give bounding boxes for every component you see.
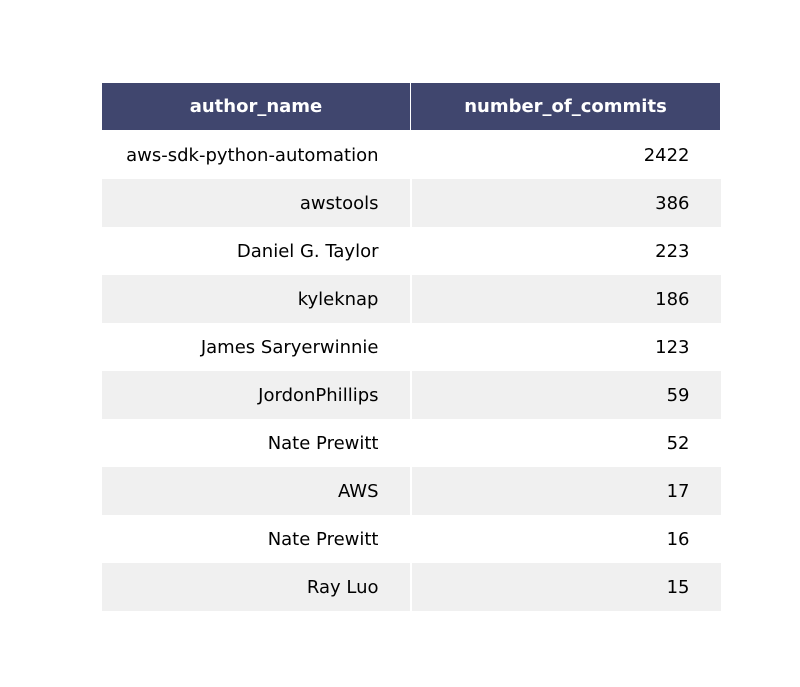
- author-name-cell: aws-sdk-python-automation: [101, 130, 411, 179]
- table-body: aws-sdk-python-automation 2422 awstools 386…: [101, 130, 721, 611]
- table-row: JordonPhillips 59: [101, 371, 721, 419]
- commit-count-cell: 16: [409, 515, 721, 563]
- commit-count-cell: 386: [409, 179, 721, 227]
- author-name-cell: awstools: [101, 179, 411, 227]
- author-name-cell: Ray Luo: [101, 563, 411, 611]
- table-row: kyleknap 186: [101, 275, 721, 323]
- commit-count-cell: 123: [409, 323, 721, 371]
- author-name-cell: JordonPhillips: [101, 371, 411, 419]
- column-header-number-of-commits: number_of_commits: [410, 82, 721, 131]
- author-name-cell: Nate Prewitt: [101, 419, 411, 467]
- author-name-cell: AWS: [101, 467, 411, 515]
- commit-count-cell: 186: [409, 275, 721, 323]
- commit-count-cell: 52: [409, 419, 721, 467]
- author-name-cell: James Saryerwinnie: [101, 323, 411, 371]
- table-header: author_name number_of_commits: [101, 82, 721, 131]
- author-name-cell: Nate Prewitt: [101, 515, 411, 563]
- header-row: author_name number_of_commits: [101, 82, 721, 131]
- table-row: Nate Prewitt 16: [101, 515, 721, 563]
- table-row: Daniel G. Taylor 223: [101, 227, 721, 275]
- commit-count-cell: 15: [409, 563, 721, 611]
- table-row: AWS 17: [101, 467, 721, 515]
- table-row: James Saryerwinnie 123: [101, 323, 721, 371]
- table-row: awstools 386: [101, 179, 721, 227]
- commit-count-cell: 2422: [409, 130, 721, 179]
- commits-table: author_name number_of_commits aws-sdk-py…: [101, 82, 721, 611]
- author-name-cell: kyleknap: [101, 275, 411, 323]
- author-name-cell: Daniel G. Taylor: [101, 227, 411, 275]
- table-row: Ray Luo 15: [101, 563, 721, 611]
- commit-count-cell: 223: [409, 227, 721, 275]
- table-row: aws-sdk-python-automation 2422: [101, 130, 721, 179]
- commit-count-cell: 17: [409, 467, 721, 515]
- table-row: Nate Prewitt 52: [101, 419, 721, 467]
- commit-count-cell: 59: [409, 371, 721, 419]
- column-header-author-name: author_name: [101, 82, 411, 131]
